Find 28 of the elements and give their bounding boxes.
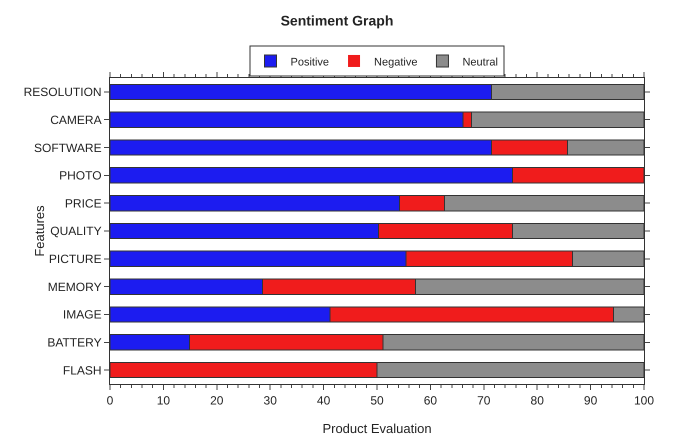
- y-tick-label: FLASH: [62, 363, 102, 378]
- legend-label: Negative: [374, 56, 418, 68]
- chart-title: Sentiment Graph: [280, 12, 394, 28]
- y-tick-label: PRICE: [64, 196, 102, 210]
- x-tick-label: 70: [477, 393, 491, 408]
- y-tick-label: BATTERY: [47, 335, 102, 350]
- y-tick-label: RESOLUTION: [24, 85, 102, 100]
- y-tick-label: QUALITY: [50, 224, 102, 238]
- x-tick-label: 60: [424, 393, 438, 408]
- y-tick-label: MEMORY: [48, 280, 102, 294]
- y-tick-label: SOFTWARE: [34, 140, 102, 155]
- y-tick-label: CAMERA: [50, 112, 102, 127]
- x-tick-label: 10: [156, 393, 170, 408]
- legend-label: Neutral: [462, 56, 498, 68]
- x-tick-label: 0: [106, 393, 114, 408]
- y-axis-title: Features: [32, 204, 47, 257]
- x-tick-label: 40: [316, 393, 331, 408]
- x-tick-label: 30: [264, 393, 278, 408]
- x-tick-label: 20: [210, 393, 224, 408]
- x-axis-title: Product Evaluation: [322, 421, 432, 436]
- x-tick-label: 50: [370, 393, 384, 408]
- x-tick-label: 90: [584, 393, 598, 408]
- x-tick-label: 80: [530, 393, 544, 408]
- legend-label: Positive: [290, 56, 330, 68]
- y-tick-label: PHOTO: [59, 168, 102, 183]
- y-tick-label: PICTURE: [48, 252, 102, 266]
- x-tick-label: 100: [634, 393, 654, 408]
- y-tick-label: IMAGE: [62, 308, 102, 322]
